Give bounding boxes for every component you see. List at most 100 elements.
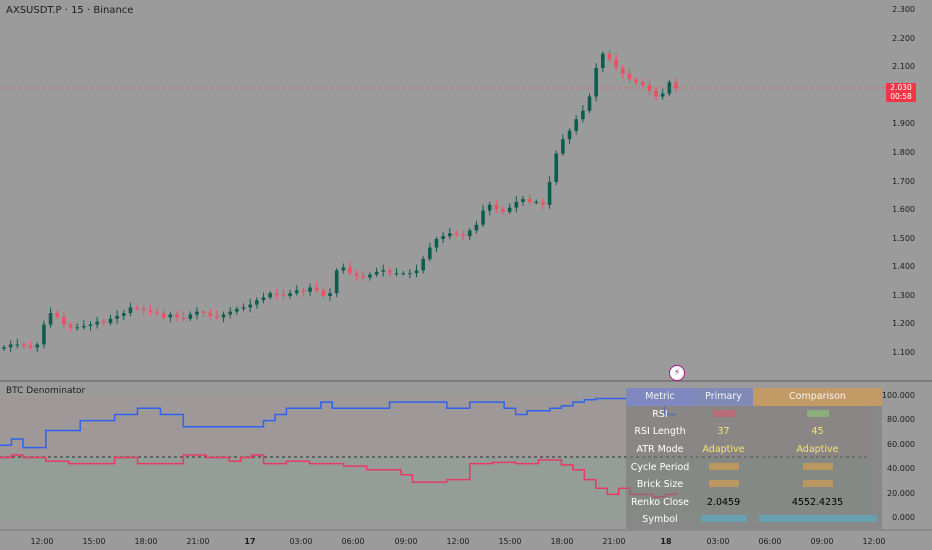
candle-body [421, 258, 425, 271]
candle-body [308, 287, 312, 292]
time-label: 12:00 [30, 537, 54, 546]
candle-body [82, 325, 86, 328]
renko-close-primary: 2.0459 [694, 493, 753, 512]
time-label: 03:00 [706, 537, 730, 546]
candle-body [241, 307, 246, 309]
candle-body [501, 209, 505, 212]
candle-body [667, 82, 672, 94]
candle-body [75, 327, 79, 329]
price-label: 1.900 [892, 119, 915, 128]
indicator-axis-label: 60.000 [887, 440, 915, 449]
candle-body [401, 273, 406, 275]
candle-body [2, 347, 6, 349]
candle-body [8, 344, 13, 348]
candle-body [175, 314, 179, 318]
indicator-axis-label: 80.000 [887, 415, 915, 424]
price-label: 1.400 [892, 262, 915, 271]
candle-body [541, 201, 545, 205]
candle-body [95, 321, 99, 325]
candle-body [221, 314, 226, 318]
time-label: 06:00 [758, 537, 782, 546]
time-label: 09:00 [394, 537, 418, 546]
candle-body [201, 311, 206, 314]
candle-body [301, 290, 306, 292]
candle-body [108, 318, 113, 324]
candle-body [394, 273, 399, 275]
cycle-primary-value [694, 458, 753, 476]
candle-body [554, 153, 559, 182]
atr-mode-primary: Adaptive [694, 440, 753, 459]
indicator-title[interactable]: BTC Denominator [6, 386, 86, 396]
candle-body [55, 313, 60, 318]
metrics-row-rsi: RSI [626, 405, 882, 424]
candle-body [547, 182, 552, 205]
candle-body [341, 267, 346, 271]
time-label: 18:00 [550, 537, 574, 546]
candle-body [88, 324, 93, 326]
time-label-day: 18 [660, 537, 672, 546]
metric-label: Symbol [626, 511, 694, 529]
metric-label: Brick Size [626, 475, 694, 494]
brick-comparison-value [753, 475, 882, 494]
candle-body [128, 307, 133, 314]
rsi-comparison-value [753, 405, 882, 424]
candle-body [467, 230, 472, 237]
candle-body [115, 315, 119, 319]
price-label: 1.100 [892, 348, 915, 357]
candle-body [534, 201, 539, 203]
candle-body [148, 310, 153, 312]
indicator-axis-label: 100.000 [881, 391, 915, 400]
candle-body [261, 297, 266, 301]
candle-body [434, 239, 439, 248]
candle-body [494, 204, 499, 210]
candle-countdown: 00:58 [890, 92, 912, 101]
symbol-title[interactable]: AXSUSDT.P · 15 · Binance [6, 5, 134, 16]
metrics-header-row: Metric Primary Comparison [626, 388, 882, 406]
candle-body [674, 82, 678, 88]
time-label: 15:00 [82, 537, 106, 546]
candle-body [374, 271, 379, 275]
price-label: 2.100 [892, 62, 915, 71]
candle-body [62, 317, 66, 325]
time-label: 06:00 [341, 537, 365, 546]
last-price-tag: 2.030 00:58 [886, 83, 916, 102]
header-comparison: Comparison [753, 388, 882, 406]
rsi-length-primary: 37 [694, 423, 753, 441]
candle-body [627, 73, 632, 80]
rsi-length-comparison: 45 [753, 423, 882, 441]
metric-label: ATR Mode [626, 440, 694, 459]
price-label: 1.800 [892, 148, 915, 157]
candle-body [461, 234, 465, 237]
header-primary: Primary [694, 388, 753, 406]
candle-body [15, 344, 20, 346]
candle-body [274, 293, 279, 295]
time-label: 03:00 [289, 537, 313, 546]
candle-body [215, 315, 219, 318]
time-label: 09:00 [810, 537, 834, 546]
candle-body [441, 236, 445, 239]
indicator-blue-line [0, 397, 676, 449]
metrics-row-brick-size: Brick Size [626, 475, 882, 494]
lightning-icon[interactable]: ⚡ [669, 365, 685, 381]
time-label-day: 17 [244, 537, 256, 546]
time-label: 12:00 [446, 537, 470, 546]
candle-body [102, 321, 106, 324]
candle-body [155, 311, 159, 314]
metrics-row-cycle-period: Cycle Period [626, 458, 882, 476]
candle-body [567, 130, 572, 140]
candle-body [647, 85, 652, 91]
candle-body [487, 204, 492, 211]
candle-body [294, 290, 299, 294]
metric-label: Cycle Period [626, 458, 694, 476]
candle-body [640, 82, 645, 86]
candle-body [35, 344, 40, 348]
candle-body [288, 293, 292, 296]
candlestick-series [2, 49, 678, 353]
price-label: 1.700 [892, 177, 915, 186]
candle-body [235, 308, 239, 312]
candle-body [381, 270, 386, 272]
indicator-axis-label: 0.000 [892, 513, 915, 522]
metric-label: RSI [626, 405, 694, 424]
candle-body [354, 273, 359, 277]
